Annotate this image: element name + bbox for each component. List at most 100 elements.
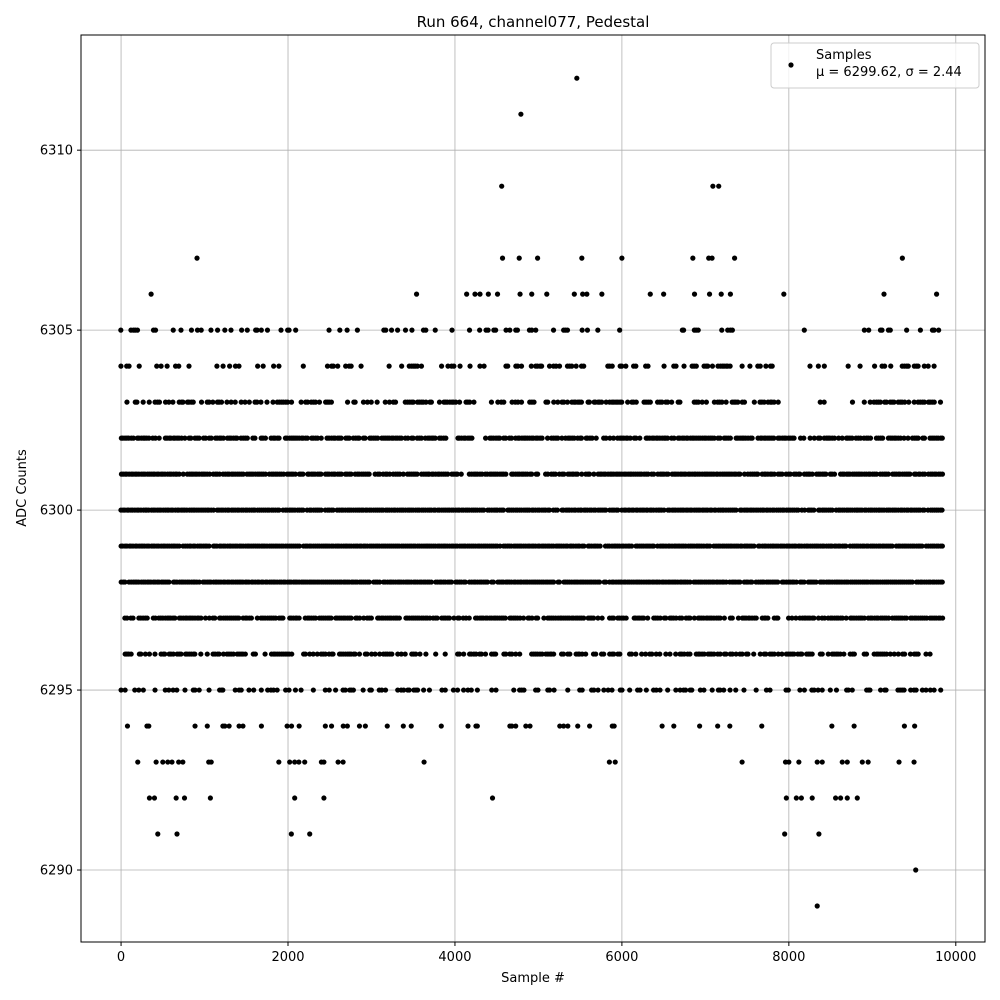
data-point xyxy=(787,471,793,477)
data-point xyxy=(605,687,611,693)
data-point xyxy=(433,651,439,657)
data-point xyxy=(136,687,142,693)
data-point xyxy=(574,471,581,477)
data-point xyxy=(262,471,269,477)
data-point xyxy=(517,291,523,297)
data-point xyxy=(595,687,601,693)
data-point xyxy=(687,615,693,621)
data-point xyxy=(529,291,535,297)
data-point xyxy=(823,471,829,477)
legend-series-stats: μ = 6299.62, σ = 2.44 xyxy=(816,65,962,80)
data-point xyxy=(517,651,523,657)
data-point xyxy=(240,723,246,729)
data-point xyxy=(533,327,539,333)
data-point xyxy=(545,471,551,477)
data-point xyxy=(544,435,551,441)
data-point xyxy=(238,399,244,405)
data-point xyxy=(695,327,701,333)
data-point xyxy=(733,687,739,693)
data-point xyxy=(202,435,209,441)
data-point xyxy=(931,399,937,405)
y-tick-label: 6305 xyxy=(40,324,73,339)
data-point xyxy=(286,327,292,333)
data-point xyxy=(276,435,282,441)
data-point xyxy=(657,687,663,693)
data-point xyxy=(154,363,160,369)
data-point xyxy=(340,759,346,765)
data-point xyxy=(450,687,457,693)
data-point xyxy=(146,795,153,801)
data-point xyxy=(578,435,585,441)
data-point xyxy=(456,399,463,405)
data-point xyxy=(552,471,559,477)
data-point xyxy=(251,687,257,693)
data-point xyxy=(619,399,625,405)
data-point xyxy=(877,399,884,405)
data-point xyxy=(466,327,473,333)
data-point xyxy=(623,615,629,621)
data-point xyxy=(866,327,872,333)
data-point xyxy=(503,435,509,441)
data-point xyxy=(252,651,259,657)
data-point xyxy=(593,435,599,441)
data-point xyxy=(571,291,577,297)
data-point xyxy=(902,651,908,657)
data-point xyxy=(709,687,715,693)
data-point xyxy=(663,615,669,621)
data-point xyxy=(124,615,130,621)
data-point xyxy=(539,363,545,369)
data-point xyxy=(529,327,535,333)
data-point xyxy=(356,723,363,729)
data-point xyxy=(603,579,609,585)
x-tick-label: 6000 xyxy=(605,950,638,965)
legend-marker xyxy=(788,62,794,68)
data-point xyxy=(364,651,370,657)
data-point xyxy=(633,651,639,657)
data-point xyxy=(382,687,389,693)
data-point xyxy=(550,327,557,333)
data-point xyxy=(711,435,717,441)
data-point xyxy=(629,543,635,549)
data-point xyxy=(330,507,336,513)
data-point xyxy=(669,399,675,405)
data-point xyxy=(146,651,153,657)
data-point xyxy=(321,795,327,801)
data-point xyxy=(904,327,910,333)
data-point xyxy=(911,399,917,405)
data-point xyxy=(224,399,230,405)
data-point xyxy=(204,651,210,657)
data-point xyxy=(789,615,795,621)
data-point xyxy=(296,759,302,765)
data-point xyxy=(454,471,460,477)
data-point xyxy=(307,651,313,657)
data-point xyxy=(565,723,571,729)
data-point xyxy=(438,723,444,729)
data-point xyxy=(477,363,483,369)
data-point xyxy=(298,399,304,405)
data-point xyxy=(352,651,358,657)
data-point xyxy=(176,471,182,477)
data-point xyxy=(528,363,534,369)
data-point xyxy=(445,471,451,477)
data-point xyxy=(196,579,202,585)
data-point xyxy=(815,363,821,369)
data-point xyxy=(146,435,152,441)
data-point xyxy=(673,615,679,621)
data-point xyxy=(718,291,724,297)
data-point xyxy=(468,687,474,693)
data-point xyxy=(318,507,324,513)
data-point xyxy=(821,399,827,405)
data-point xyxy=(939,471,946,477)
data-point xyxy=(192,651,198,657)
data-point xyxy=(561,471,567,477)
data-point xyxy=(931,687,937,693)
data-point xyxy=(442,651,448,657)
data-point xyxy=(717,651,723,657)
data-point xyxy=(312,399,319,405)
data-point xyxy=(801,687,807,693)
data-point xyxy=(581,363,587,369)
data-point xyxy=(771,651,777,657)
data-point xyxy=(473,651,479,657)
data-point xyxy=(796,759,802,765)
data-point xyxy=(843,615,849,621)
